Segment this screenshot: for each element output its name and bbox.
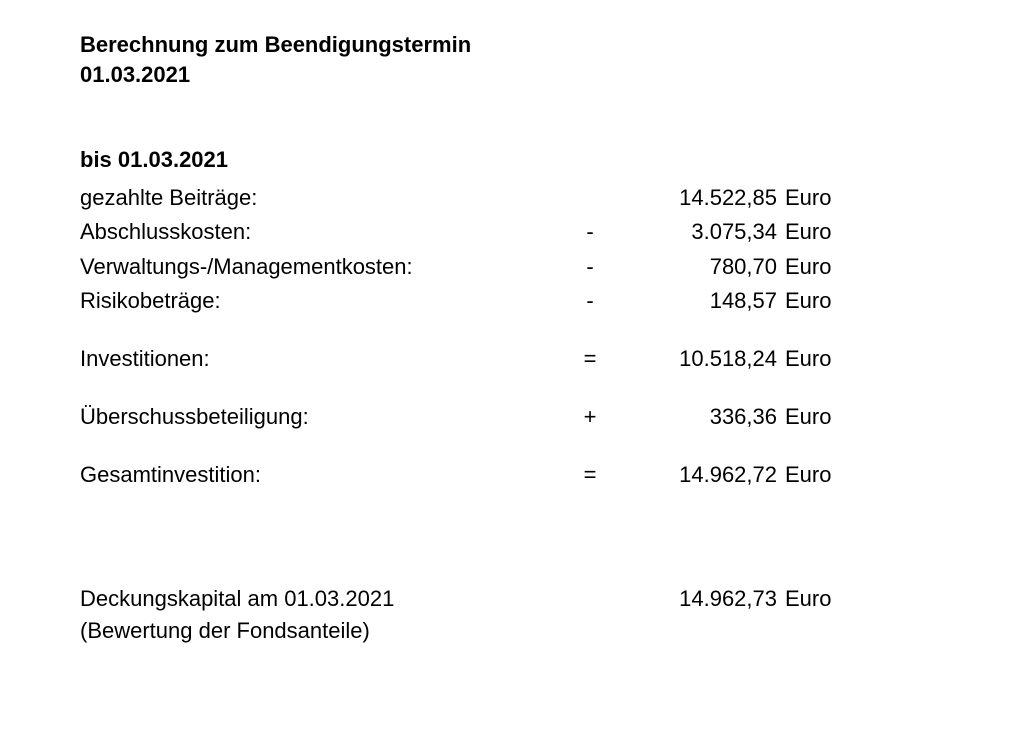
document-title: Berechnung zum Beendigungstermin 01.03.2… [80,30,944,89]
row-currency: Euro [785,582,845,616]
row-currency: Euro [785,181,845,215]
row-label: Deckungskapital am 01.03.2021 [80,582,560,616]
row-value: 14.962,73 [620,582,785,616]
row-gezahlte-beitraege: gezahlte Beiträge: 14.522,85 Euro [80,181,944,215]
row-ueberschussbeteiligung: Überschussbeteiligung: + 336,36 Euro [80,400,944,434]
row-label: gezahlte Beiträge: [80,181,560,215]
row-operator: - [560,250,620,284]
row-value: 10.518,24 [620,342,785,376]
row-label: Risikobeträge: [80,284,560,318]
row-value: 14.962,72 [620,458,785,492]
row-verwaltungskosten: Verwaltungs-/Managementkosten: - 780,70 … [80,250,944,284]
row-label: Überschussbeteiligung: [80,400,560,434]
row-currency: Euro [785,458,845,492]
row-label: Abschlusskosten: [80,215,560,249]
row-currency: Euro [785,250,845,284]
row-currency: Euro [785,215,845,249]
row-label: Investitionen: [80,342,560,376]
row-currency: Euro [785,400,845,434]
row-operator: + [560,400,620,434]
row-investitionen: Investitionen: = 10.518,24 Euro [80,342,944,376]
row-operator: = [560,458,620,492]
row-value: 148,57 [620,284,785,318]
row-label: Gesamtinvestition: [80,458,560,492]
row-currency: Euro [785,284,845,318]
row-operator: = [560,342,620,376]
row-risikobetraege: Risikobeträge: - 148,57 Euro [80,284,944,318]
row-label: Verwaltungs-/Managementkosten: [80,250,560,284]
row-deckungskapital: Deckungskapital am 01.03.2021 14.962,73 … [80,582,944,616]
row-abschlusskosten: Abschlusskosten: - 3.075,34 Euro [80,215,944,249]
row-value: 780,70 [620,250,785,284]
row-currency: Euro [785,342,845,376]
section-heading: bis 01.03.2021 [80,147,944,173]
row-value: 336,36 [620,400,785,434]
deckungskapital-note: (Bewertung der Fondsanteile) [80,616,944,647]
title-line-1: Berechnung zum Beendigungstermin [80,30,944,60]
row-gesamtinvestition: Gesamtinvestition: = 14.962,72 Euro [80,458,944,492]
row-operator: - [560,284,620,318]
title-line-2: 01.03.2021 [80,60,944,90]
row-value: 14.522,85 [620,181,785,215]
row-value: 3.075,34 [620,215,785,249]
row-operator: - [560,215,620,249]
